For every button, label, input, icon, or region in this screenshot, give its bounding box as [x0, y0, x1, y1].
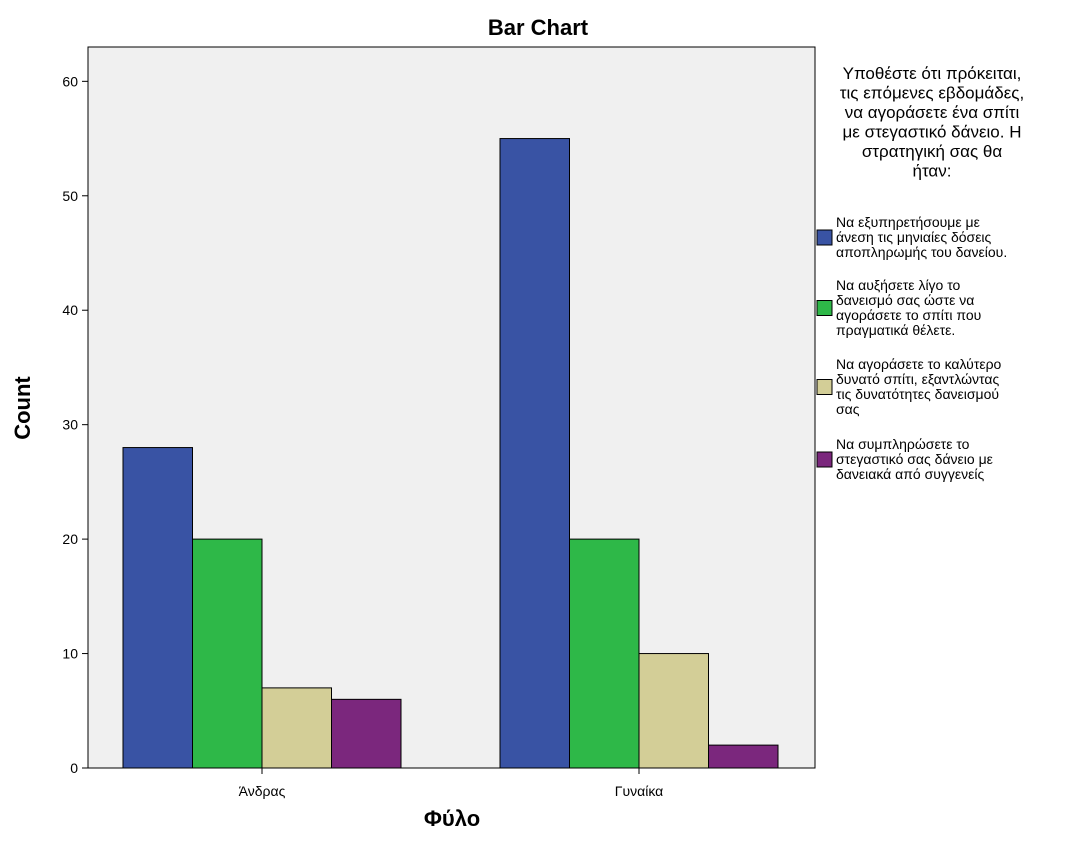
legend-title-line: στρατηγική σας θα — [862, 142, 1003, 161]
legend-title-line: να αγοράσετε ένα σπίτι — [845, 103, 1020, 122]
y-tick-label: 20 — [62, 531, 78, 547]
y-tick-label: 50 — [62, 188, 78, 204]
x-axis: Άνδρας Γυναίκα — [239, 768, 664, 799]
legend-title-line: Υποθέστε ότι πρόκειται, — [843, 64, 1022, 83]
legend-label: σας — [836, 401, 860, 417]
chart-title: Bar Chart — [488, 15, 589, 40]
y-axis-title: Count — [10, 376, 35, 440]
bar — [569, 538, 640, 769]
bar — [261, 687, 332, 769]
legend-label: αγοράσετε το σπίτι που — [836, 307, 981, 323]
legend-label: στεγαστικό σας δάνειο με — [836, 451, 993, 467]
legend-label: Να εξυπηρετήσουμε με — [836, 214, 980, 230]
x-tick-label: Γυναίκα — [615, 783, 664, 799]
bar — [331, 698, 402, 769]
legend-label: πραγματικά θέλετε. — [836, 322, 955, 338]
y-tick-label: 10 — [62, 646, 78, 662]
legend-label: Να συμπληρώσετε το — [836, 436, 970, 452]
bar — [499, 138, 570, 769]
legend-label: δυνατό σπίτι, εξαντλώντας — [836, 371, 999, 387]
bar — [192, 538, 263, 769]
legend-swatch — [816, 379, 833, 395]
legend-swatch — [816, 300, 833, 316]
legend-label: δανειακά από συγγενείς — [836, 466, 984, 482]
bars — [122, 138, 779, 769]
x-axis-title: Φύλο — [424, 806, 480, 831]
legend-label: Να αυξήσετε λίγο το — [836, 277, 961, 293]
y-tick-label: 0 — [70, 760, 78, 776]
y-tick-label: 40 — [62, 302, 78, 318]
bar — [638, 653, 709, 769]
y-tick-label: 60 — [62, 73, 78, 89]
legend: Υποθέστε ότι πρόκειται,τις επόμενες εβδο… — [816, 64, 1024, 482]
legend-label: άνεση τις μηνιαίες δόσεις — [836, 229, 992, 245]
legend-swatch — [816, 451, 833, 468]
legend-title-line: τις επόμενες εβδομάδες, — [840, 84, 1024, 103]
legend-label: δανεισμό σας ώστε να — [836, 292, 974, 308]
legend-swatch — [816, 229, 833, 246]
legend-title-line: ήταν: — [913, 162, 952, 181]
legend-label: τις δυνατότητες δανεισμού — [836, 386, 999, 402]
legend-title-line: με στεγαστικό δάνειο. Η — [843, 123, 1022, 142]
bar — [122, 447, 193, 769]
legend-label: Να αγοράσετε το καλύτερο — [836, 356, 1002, 372]
y-tick-label: 30 — [62, 417, 78, 433]
bar — [708, 744, 779, 769]
x-tick-label: Άνδρας — [239, 783, 286, 799]
y-axis: 0 10 20 30 40 50 60 — [62, 73, 88, 776]
legend-label: αποπληρωμής του δανείου. — [836, 244, 1007, 260]
